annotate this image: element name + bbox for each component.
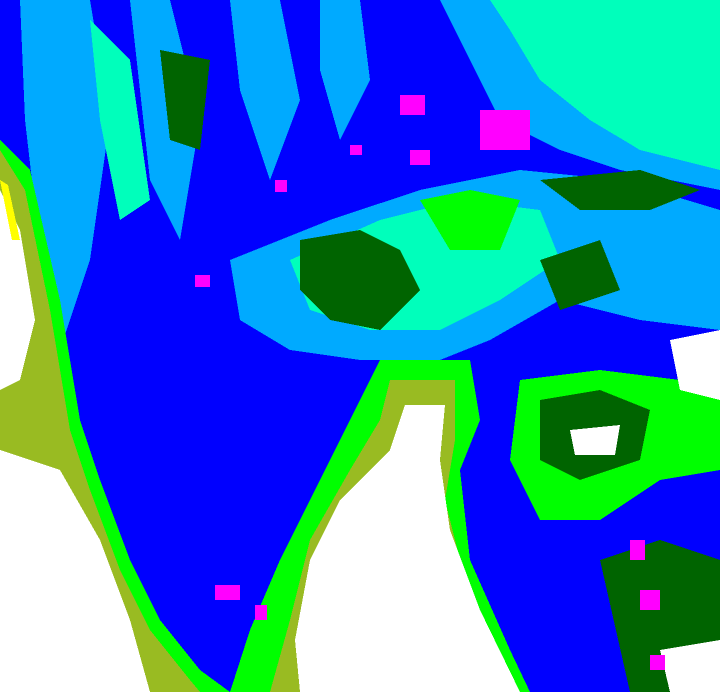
white-region xyxy=(0,190,35,390)
dark-green-region xyxy=(540,240,620,310)
magenta-spot xyxy=(640,590,660,610)
aqua-streak xyxy=(90,20,150,220)
green-region xyxy=(420,190,520,250)
magenta-spot xyxy=(480,110,530,150)
white-region xyxy=(670,330,720,400)
magenta-spot xyxy=(400,95,425,115)
light-blue-streak xyxy=(320,0,370,140)
white-region xyxy=(0,450,150,692)
yellow-edge xyxy=(0,180,20,240)
magenta-spot xyxy=(275,180,287,192)
dark-green-region xyxy=(160,50,210,150)
aqua-region xyxy=(490,0,720,170)
white-region xyxy=(660,640,720,692)
dark-green-region xyxy=(300,230,420,330)
magenta-spot xyxy=(630,540,645,560)
magenta-spot xyxy=(255,605,267,620)
magenta-spot xyxy=(215,585,240,600)
magenta-spot xyxy=(410,150,430,165)
magenta-spot xyxy=(350,145,362,155)
light-blue-streak xyxy=(230,0,300,180)
white-region xyxy=(570,425,620,455)
dark-green-region xyxy=(540,170,700,210)
white-region xyxy=(295,405,520,692)
magenta-spot xyxy=(195,275,210,287)
magenta-spot xyxy=(650,655,665,670)
